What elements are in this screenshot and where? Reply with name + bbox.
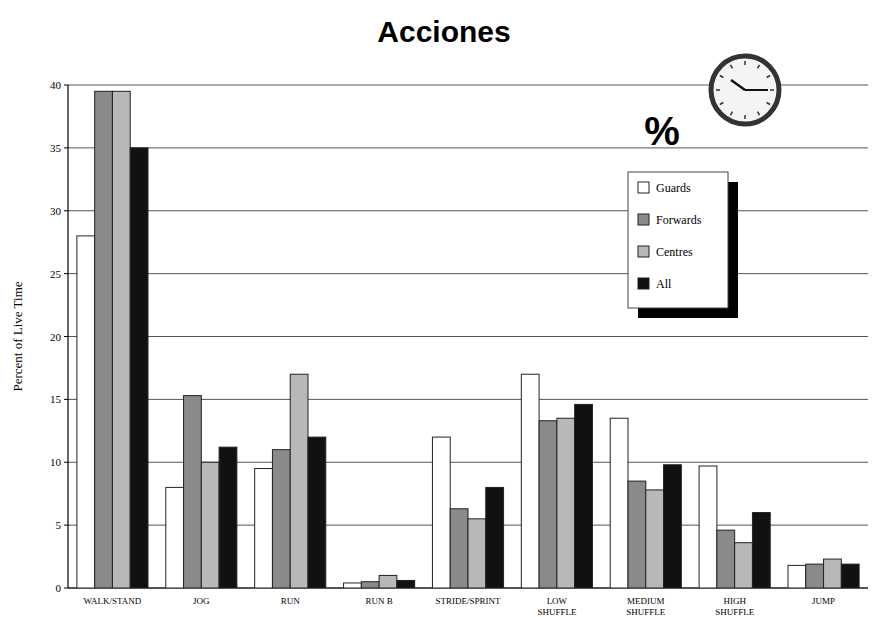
legend-swatch [638, 246, 649, 257]
clock-tick [767, 76, 770, 78]
annotation: % [644, 109, 680, 153]
clock-tick [731, 65, 733, 68]
x-tick-label: JOG [193, 596, 210, 606]
bar [824, 559, 842, 588]
bar [486, 487, 504, 588]
clock-face [711, 56, 779, 124]
tick-label: 25 [50, 268, 62, 280]
legend-swatch [638, 278, 649, 289]
clock-tick [744, 61, 746, 65]
grid-line [68, 210, 868, 211]
bar [184, 396, 202, 588]
bar [432, 437, 450, 588]
bar [752, 513, 770, 588]
clock-tick [770, 89, 774, 91]
bar [255, 469, 273, 588]
bar [130, 148, 148, 588]
legend-swatch [638, 182, 649, 193]
clock-tick [720, 76, 723, 78]
legend: Guards Forwards Centres All [628, 172, 738, 318]
legend-label: All [656, 277, 672, 291]
clock-hand [745, 89, 768, 91]
bar [77, 236, 95, 588]
bar [699, 466, 717, 588]
bar [841, 564, 859, 588]
y-axis [67, 85, 68, 588]
legend-box [628, 172, 728, 308]
bar [308, 437, 326, 588]
tick-label: 0 [56, 582, 62, 594]
grid-line [68, 273, 868, 274]
x-tick-line: LOW [547, 596, 568, 606]
grid-line [68, 336, 868, 337]
bar [735, 543, 753, 588]
bar [450, 509, 468, 588]
tick-label: 10 [50, 456, 62, 468]
clock-hand [731, 80, 745, 90]
tick-label: 15 [50, 393, 62, 405]
bar [361, 582, 379, 588]
bar [664, 465, 682, 588]
tick-label: 30 [50, 205, 62, 217]
x-tick-line: SHUFFLE [626, 607, 666, 617]
x-tick-line: SHUFFLE [715, 607, 755, 617]
tick-label: 20 [50, 331, 62, 343]
clock-tick [758, 112, 760, 115]
x-tick-label: STRIDE/SPRINT [435, 596, 501, 606]
clock-tick [720, 103, 723, 105]
title: Acciones [377, 15, 510, 48]
x-tick-label: HIGHSHUFFLE [715, 596, 755, 617]
legend-label: Forwards [656, 213, 702, 227]
bar [628, 481, 646, 588]
bar [95, 91, 113, 588]
x-tick-line: MEDIUM [627, 596, 665, 606]
x-tick-line: SHUFFLE [537, 607, 577, 617]
bar [112, 91, 130, 588]
bar [557, 418, 575, 588]
x-tick-label: RUN B [365, 596, 392, 606]
x-tick-label: LOWSHUFFLE [537, 596, 577, 617]
bar [717, 530, 735, 588]
x-tick-label: MEDIUMSHUFFLE [626, 596, 666, 617]
bar [575, 404, 593, 588]
bar [397, 580, 415, 588]
y-axis-title: Percent of Live Time [10, 281, 25, 391]
x-tick-line: HIGH [723, 596, 746, 606]
legend-label: Guards [656, 181, 691, 195]
bar [290, 374, 308, 588]
tick-label: 40 [50, 79, 62, 91]
x-tick-label: WALK/STAND [84, 596, 142, 606]
legend-swatch [638, 214, 649, 225]
bars [77, 91, 859, 588]
clock-tick [758, 65, 760, 68]
clock-tick [767, 103, 770, 105]
bar [201, 462, 219, 588]
tick-label: 35 [50, 142, 62, 154]
bar [468, 519, 486, 588]
grid-line [68, 147, 868, 148]
clock-tick [716, 89, 720, 91]
bar [610, 418, 628, 588]
bar [344, 583, 362, 588]
legend-label: Centres [656, 245, 693, 259]
chart: Acciones 0 5 10 15 20 25 30 35 40 Percent of Live … [0, 0, 888, 617]
x-tick-label: JUMP [812, 596, 835, 606]
bar [539, 421, 557, 588]
bar [788, 565, 806, 588]
x-tick-label: RUN [281, 596, 301, 606]
bar [166, 487, 184, 588]
clock-tick [731, 112, 733, 115]
bar [379, 575, 397, 588]
clock-icon [711, 56, 779, 124]
grid [64, 85, 868, 588]
bar [521, 374, 539, 588]
bar [646, 490, 664, 588]
bar [806, 564, 824, 588]
tick-label: 5 [56, 519, 62, 531]
bar [272, 450, 290, 588]
bar [219, 447, 237, 588]
clock-tick [744, 115, 746, 119]
